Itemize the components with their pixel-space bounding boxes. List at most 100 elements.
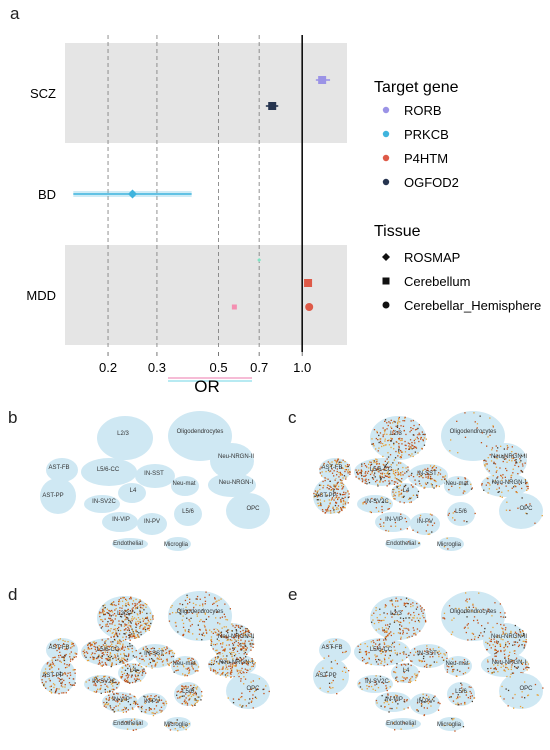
cluster-label: AST-PP xyxy=(315,493,336,499)
cell-cluster xyxy=(81,458,137,486)
legend-swatch xyxy=(382,106,390,114)
cell-cluster xyxy=(40,478,76,514)
cell-cluster xyxy=(84,675,120,694)
grid-lines xyxy=(107,35,303,352)
legend-entry: P4HTM xyxy=(404,151,448,166)
cluster-label: IN-SST xyxy=(144,471,164,477)
cell-cluster xyxy=(171,476,199,496)
cell-cluster xyxy=(97,596,154,641)
band-scz xyxy=(65,43,347,143)
cluster-label: IN-SV2C xyxy=(365,679,389,685)
cell-cluster xyxy=(319,638,351,662)
x-tick-label: 1.0 xyxy=(293,360,311,375)
cell-cluster xyxy=(408,644,448,668)
cluster-label: L5/6 xyxy=(182,509,194,515)
umap-panel-b: L2/3 Oligodendrocytes Neu-NRGN-II AST-FB L5/… xyxy=(40,411,270,551)
cluster-label: Oligodendrocytes xyxy=(177,429,224,435)
cluster-label: AST-PP xyxy=(42,493,63,499)
cluster-label: Oligodendrocytes xyxy=(450,429,497,435)
cell-cluster xyxy=(313,658,350,695)
cluster-label: Neu-NRGN-I xyxy=(219,480,254,486)
cell-cluster xyxy=(118,483,146,503)
cluster-label: IN-VIP xyxy=(385,517,403,523)
cluster-label: L5/6-CC xyxy=(97,647,120,653)
cell-cluster xyxy=(81,638,139,668)
cluster-label: L2/3 xyxy=(390,611,402,617)
cluster-label: IN-SST xyxy=(144,651,164,657)
cluster-label: IN-SV2C xyxy=(365,499,389,505)
cluster-label: IN-VIP xyxy=(385,697,403,703)
legend-entry: Cerebellum xyxy=(404,274,470,289)
cell-cluster xyxy=(97,416,153,460)
legend-target-gene: Target gene RORB PRKCB P4HTM OGFOD2 xyxy=(374,79,459,190)
forest-plot: SCZ BD MDD 0.2 0.3 0.5 0.7 1.0 OR Target gene R… xyxy=(26,35,541,396)
data-point xyxy=(257,258,262,262)
cluster-label: AST-FB xyxy=(321,645,342,651)
cell-cluster xyxy=(447,502,476,526)
cell-cluster xyxy=(210,623,255,660)
umap-panel-c: L2/3 Oligodendrocytes Neu-NRGN-II AST-FB L5/… xyxy=(313,411,543,551)
cluster-label: Neu-NRGN-I xyxy=(492,660,527,666)
legend-entry: ROSMAP xyxy=(404,250,460,265)
umap-panel-e: L2/3 Oligodendrocytes Neu-NRGN-II AST-FB L5/… xyxy=(313,591,544,732)
cell-cluster xyxy=(208,473,256,497)
cluster-label: IN-VIP xyxy=(112,517,130,523)
cluster-label: AST-FB xyxy=(48,465,69,471)
cluster-label: IN-PV xyxy=(417,519,433,525)
cell-cluster xyxy=(410,513,440,535)
x-axis-label: OR xyxy=(194,377,220,396)
cell-cluster xyxy=(208,653,256,679)
cell-cluster xyxy=(226,493,270,529)
cluster-label: Oligodendrocytes xyxy=(450,609,497,615)
legend-title: Target gene xyxy=(374,79,459,96)
cluster-label: IN-VIP xyxy=(112,697,130,703)
cluster-label: L5/6 xyxy=(182,689,194,695)
cell-cluster xyxy=(357,495,393,514)
cell-cluster xyxy=(168,411,232,461)
cluster-label: Microglia xyxy=(164,722,189,728)
x-tick-label: 0.3 xyxy=(148,360,166,375)
cluster-label: Neu-NRGN-I xyxy=(219,660,254,666)
cluster-label: IN-SST xyxy=(417,651,437,657)
panel-label-a: a xyxy=(10,4,20,23)
cluster-label: AST-FB xyxy=(48,645,69,651)
cluster-label: IN-SV2C xyxy=(92,679,116,685)
cluster-label: IN-SST xyxy=(417,471,437,477)
data-point xyxy=(231,304,237,310)
legend-entry: RORB xyxy=(404,103,442,118)
cell-cluster xyxy=(438,537,464,551)
cell-cluster xyxy=(165,717,191,732)
legend-swatch xyxy=(382,154,390,162)
legend-entry: OGFOD2 xyxy=(404,175,459,190)
legend-swatch xyxy=(382,130,390,138)
cluster-label: Neu-mat xyxy=(445,481,468,487)
cell-cluster xyxy=(165,537,191,551)
category-label: MDD xyxy=(26,288,56,303)
cluster-label: Neu-NRGN-II xyxy=(491,454,527,460)
panel-label-e: e xyxy=(288,585,298,604)
cluster-label: IN-PV xyxy=(417,699,433,705)
cell-cluster xyxy=(40,658,76,695)
cluster-label: L5/6-CC xyxy=(370,647,393,653)
cell-cluster xyxy=(118,663,147,684)
cell-cluster xyxy=(370,416,427,460)
cluster-label: Neu-mat xyxy=(172,661,195,667)
cluster-label: Endothelial xyxy=(386,541,416,547)
cluster-label: Oligodendrocytes xyxy=(177,609,224,615)
cell-cluster xyxy=(391,663,420,684)
cell-cluster xyxy=(168,591,232,641)
data-point xyxy=(73,189,192,199)
cluster-label: L4 xyxy=(130,668,137,674)
category-bands xyxy=(65,43,347,345)
cell-cluster xyxy=(135,464,175,488)
cluster-label: OPC xyxy=(246,686,260,692)
legend-title: Tissue xyxy=(374,223,421,240)
cluster-label: Microglia xyxy=(164,542,189,548)
cell-cluster xyxy=(112,538,148,550)
data-point xyxy=(265,102,279,110)
legend-entry: PRKCB xyxy=(404,127,449,142)
cluster-label: Neu-mat xyxy=(172,481,195,487)
cell-cluster xyxy=(370,596,427,640)
data-point xyxy=(304,279,313,287)
cell-cluster xyxy=(444,656,472,677)
